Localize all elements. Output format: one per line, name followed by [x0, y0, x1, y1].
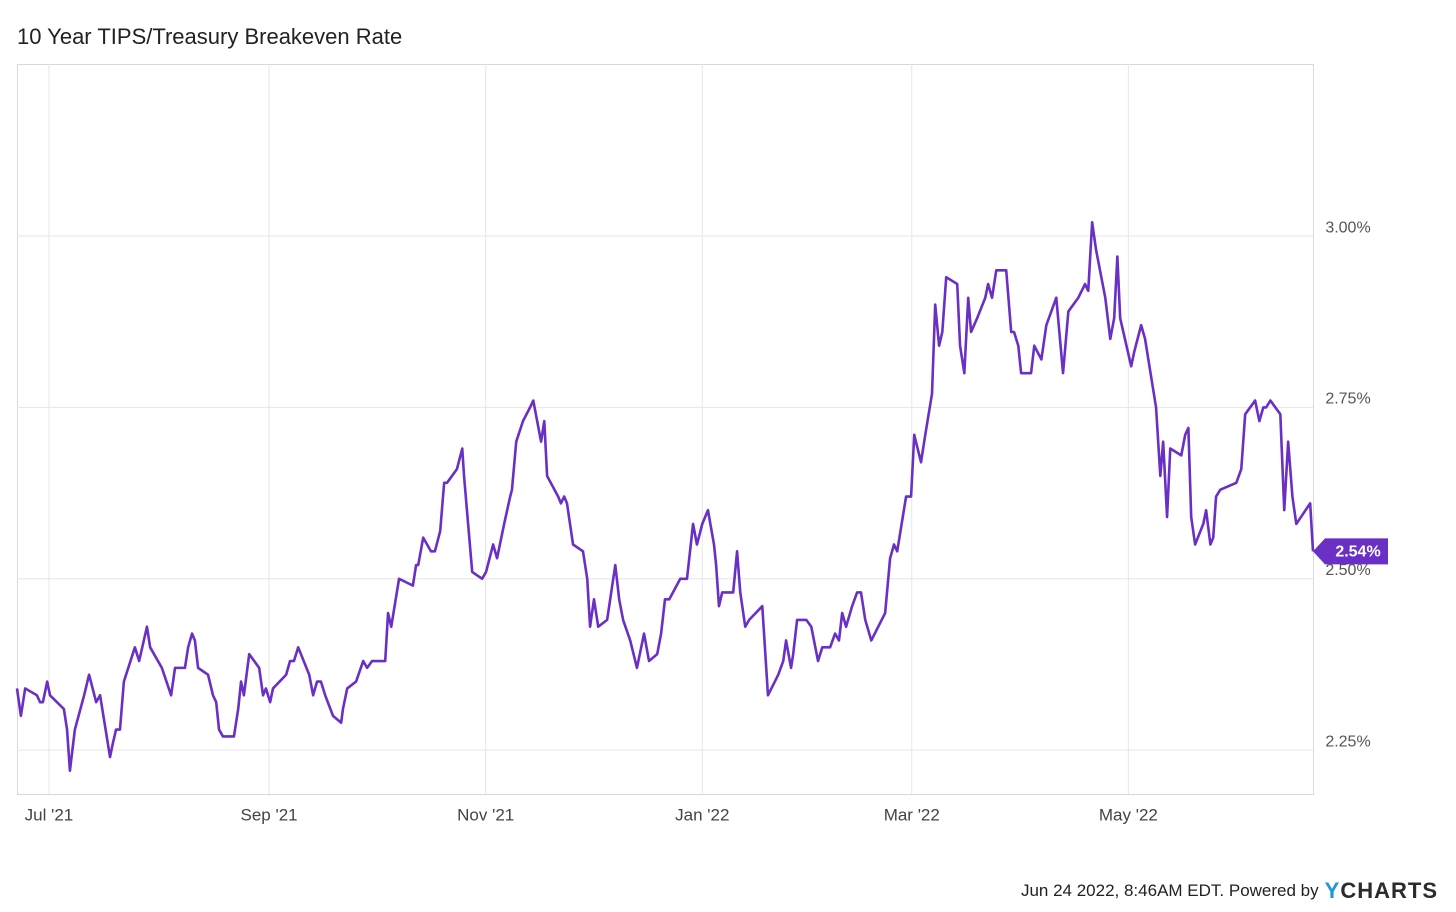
footer-text: Jun 24 2022, 8:46AM EDT. Powered by [1020, 881, 1319, 900]
chart-title: 10 Year TIPS/Treasury Breakeven Rate [17, 24, 402, 49]
logo: YCHARTS [1324, 878, 1438, 903]
data-line [15, 221, 1315, 772]
x-tick-label: Sep '21 [241, 805, 298, 824]
value-flag [1313, 538, 1388, 565]
y-tick-label: 3.00% [1325, 219, 1370, 236]
x-tick-label: Jul '21 [25, 805, 74, 824]
value-flag-label: 2.54% [1335, 544, 1380, 561]
x-tick-label: Mar '22 [884, 805, 940, 824]
footer: Jun 24 2022, 8:46AM EDT. Powered by YCHA… [1021, 878, 1438, 904]
x-tick-label: Nov '21 [457, 805, 514, 824]
x-tick-label: Jan '22 [675, 805, 729, 824]
x-tick-label: May '22 [1099, 805, 1158, 824]
plot-frame [17, 64, 1314, 795]
y-tick-label: 2.25% [1325, 733, 1370, 750]
y-tick-label: 2.50% [1325, 562, 1370, 579]
y-tick-label: 2.75% [1325, 391, 1370, 408]
